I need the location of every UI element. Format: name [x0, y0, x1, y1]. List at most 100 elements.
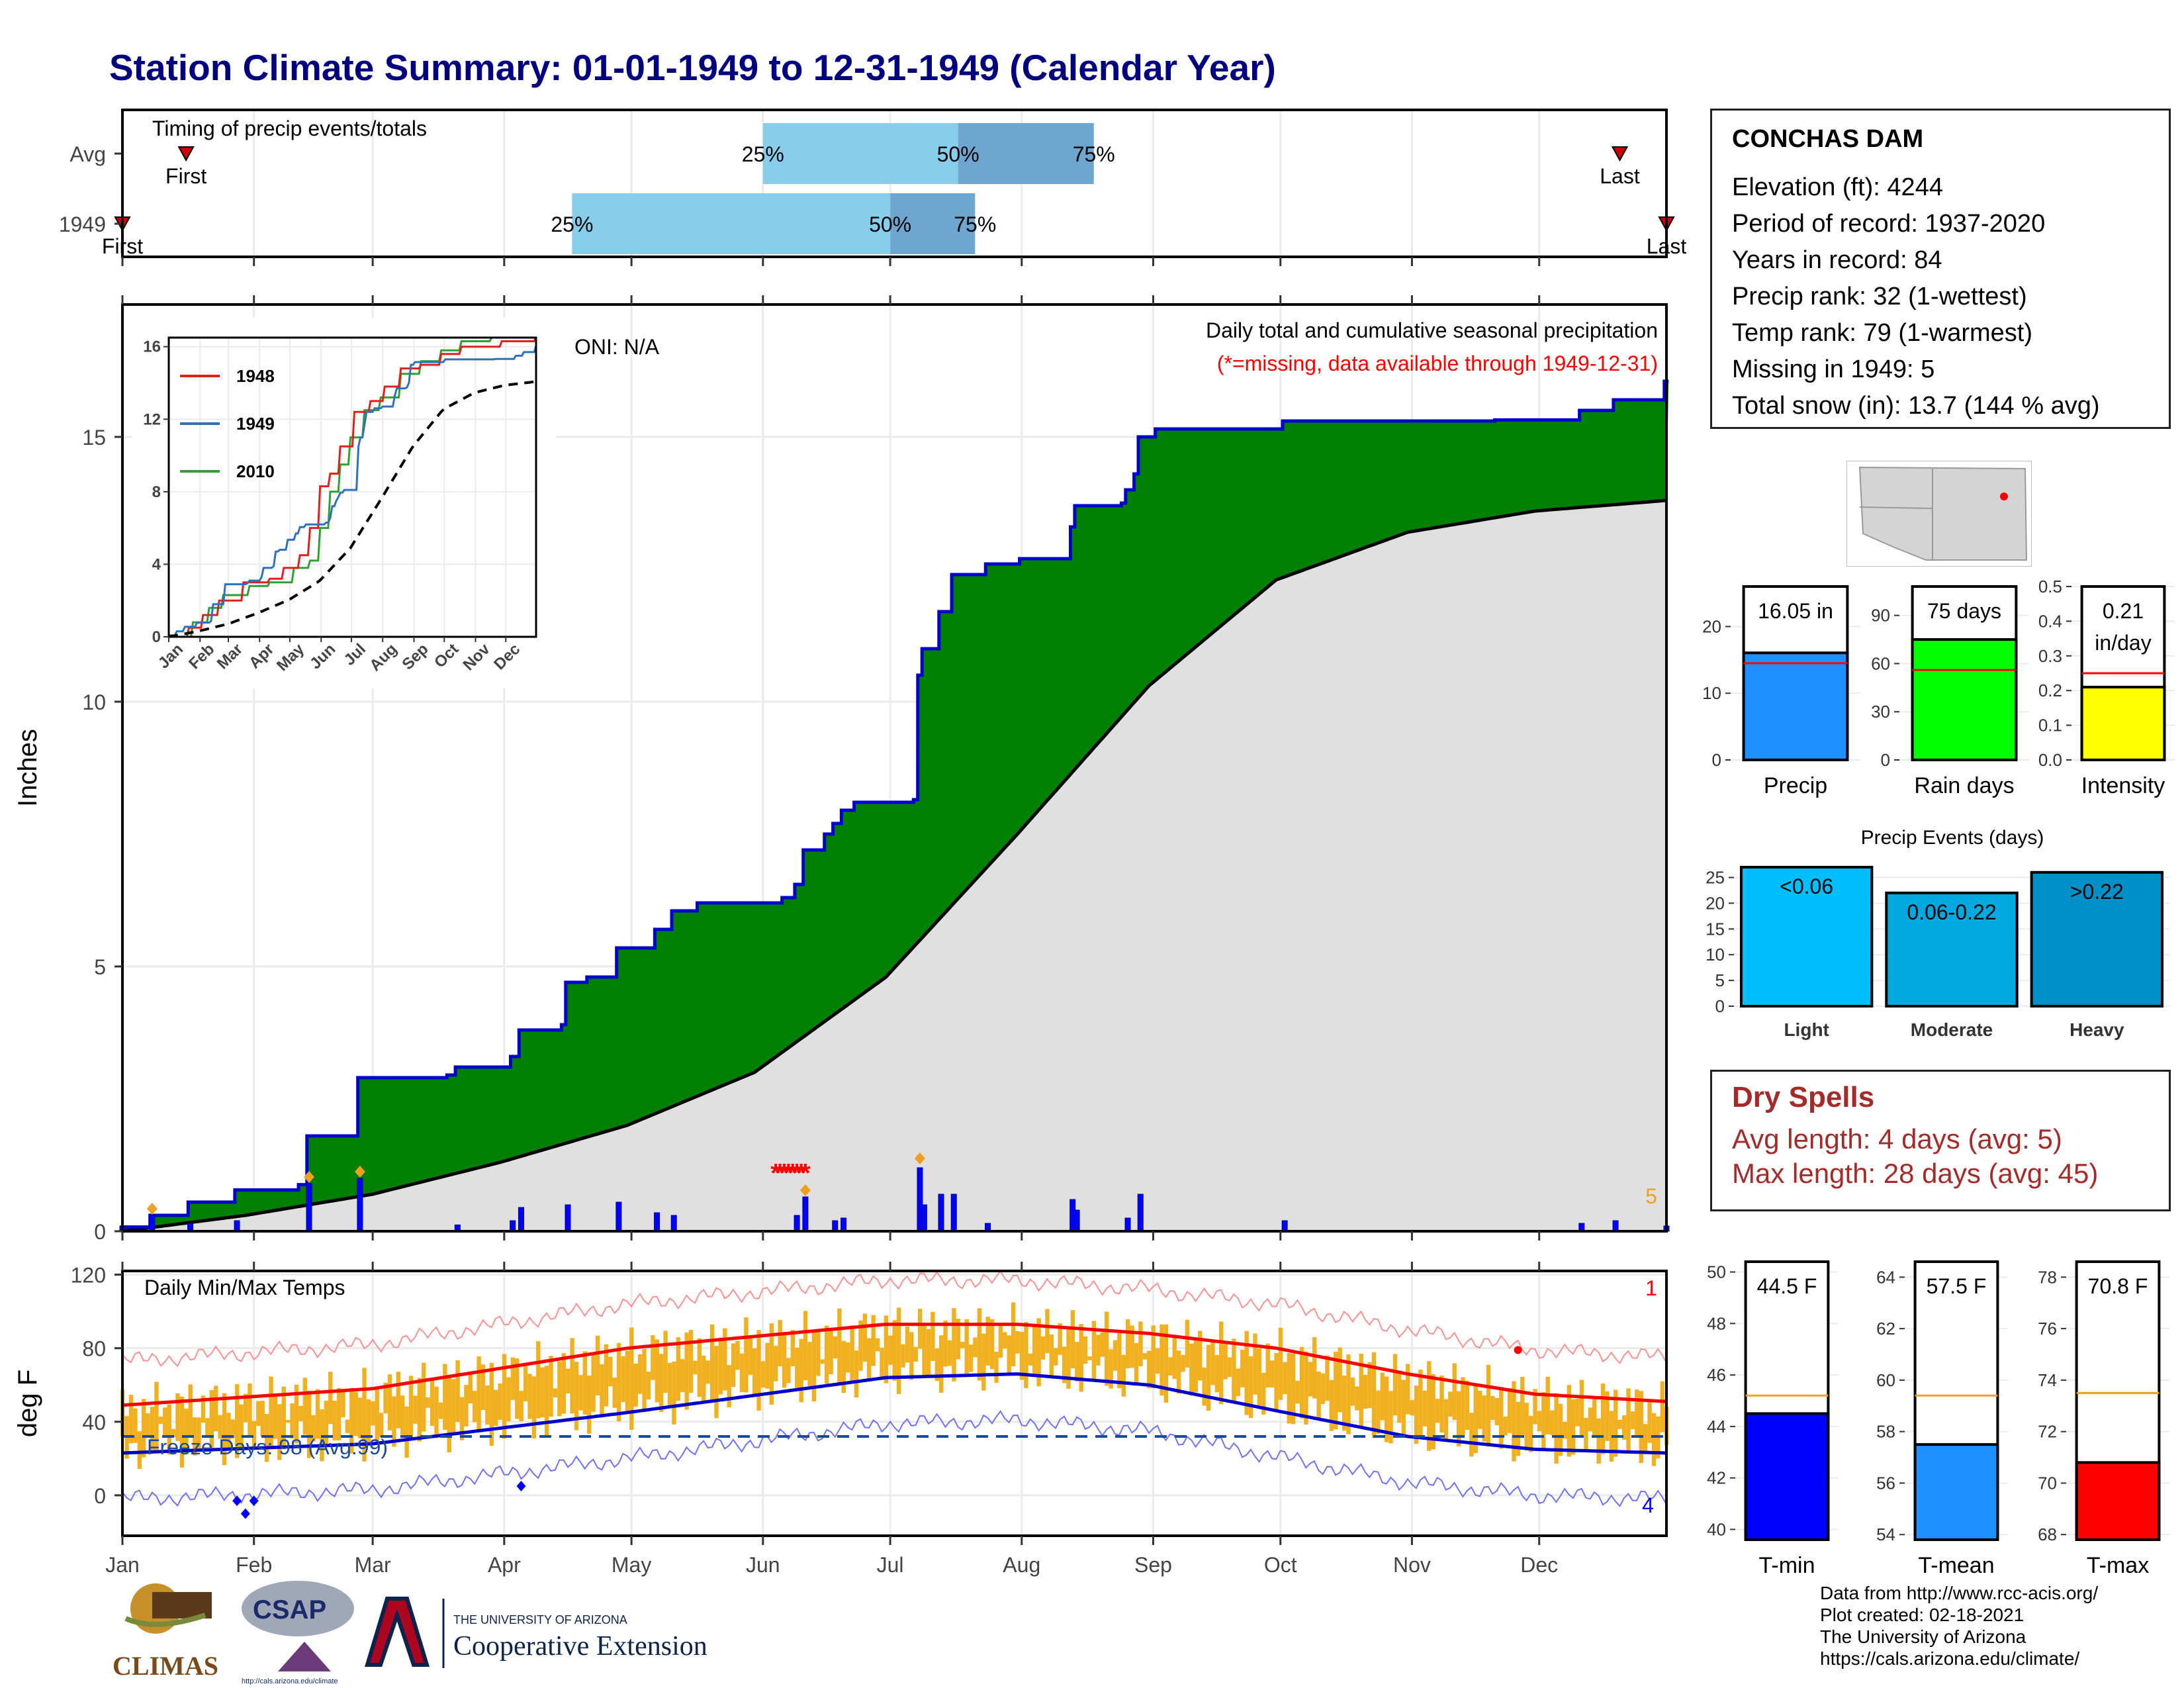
temp-daily-bar — [931, 1311, 935, 1362]
precip-avg-area — [122, 500, 1666, 1231]
temp-daily-bar — [1334, 1352, 1338, 1430]
temp-daily-bar — [1117, 1333, 1122, 1389]
temp-record-low-count: 4 — [1642, 1493, 1654, 1517]
temp-daily-bar — [723, 1328, 727, 1391]
precip-summary-y-label: 0 — [1712, 750, 1721, 770]
temp-daily-bar — [964, 1319, 969, 1374]
temp-daily-bar — [981, 1333, 986, 1391]
inset-y-label: 4 — [152, 555, 161, 573]
temp-daily-bar — [485, 1385, 490, 1425]
temp-daily-bar — [285, 1420, 291, 1423]
temp-daily-bar — [408, 1376, 414, 1440]
temp-avg-max — [122, 1323, 1667, 1407]
tmax-summary-y-label: 70 — [2038, 1473, 2057, 1493]
temp-daily-bar — [1160, 1324, 1164, 1396]
temp-daily-bar — [1473, 1383, 1478, 1454]
temp-daily-bar — [884, 1315, 889, 1383]
temp-daily-bar — [1308, 1362, 1313, 1397]
precip-daily-bar — [921, 1204, 927, 1232]
temp-daily-bar — [1346, 1354, 1351, 1434]
station-snow: Total snow (in): 13.7 (144 % avg) — [1732, 392, 2100, 420]
temp-y-label: 40 — [82, 1411, 106, 1434]
temp-daily-bar — [375, 1386, 379, 1443]
temp-daily-bar — [684, 1332, 689, 1410]
tmin-summary-y-label: 48 — [1707, 1313, 1726, 1333]
temp-daily-bar — [434, 1386, 439, 1438]
temp-record-high-marker — [1514, 1346, 1522, 1354]
ua-logo: THE UNIVERSITY OF ARIZONA Cooperative Ex… — [364, 1597, 707, 1668]
intensity-summary-value-label: 0.21 — [2103, 599, 2144, 623]
temp-daily-bar — [1384, 1376, 1389, 1442]
temp-daily-bar — [298, 1405, 303, 1421]
temp-daily-bar — [1486, 1364, 1491, 1447]
tmax-summary-y-label: 68 — [2038, 1524, 2057, 1544]
temp-daily-bar — [1091, 1321, 1097, 1380]
temp-daily-bar — [142, 1399, 146, 1458]
temp-daily-bar — [922, 1324, 927, 1376]
precip-oni: ONI: N/A — [574, 335, 660, 359]
temp-daily-bar — [587, 1376, 592, 1434]
temp-daily-bar — [612, 1378, 617, 1408]
precip-y-label: 5 — [94, 955, 106, 979]
timing-panel-border — [121, 109, 1668, 258]
temp-daily-bar — [1142, 1353, 1148, 1360]
temp-daily-bar — [214, 1385, 218, 1432]
temp-daily-bar — [294, 1384, 299, 1444]
temp-daily-bar — [926, 1329, 931, 1378]
station-missing: Missing in 1949: 5 — [1732, 355, 1935, 383]
temp-daily-bar — [1147, 1350, 1152, 1389]
temp-daily-bar — [197, 1417, 201, 1450]
tmean-summary-value-label: 57.5 F — [1927, 1274, 1987, 1298]
temp-daily-bar — [1024, 1321, 1028, 1389]
temp-daily-bar — [1431, 1374, 1435, 1450]
temp-daily-bar — [527, 1374, 532, 1419]
dry-spells-title: Dry Spells — [1732, 1081, 1875, 1113]
temp-daily-bar — [642, 1348, 647, 1413]
temp-daily-bar — [1456, 1391, 1461, 1446]
temp-daily-bar — [1418, 1370, 1423, 1437]
temp-daily-bar — [565, 1368, 570, 1393]
credit-line: The University of Arizona — [1820, 1626, 2026, 1647]
inset-legend-label: 1949 — [236, 414, 275, 434]
temp-daily-bar — [1003, 1332, 1007, 1349]
temp-daily-bar — [209, 1389, 214, 1451]
temp-daily-bar — [260, 1401, 265, 1437]
events-x-label: Moderate — [1911, 1019, 1993, 1040]
temp-daily-bar — [1545, 1376, 1550, 1434]
temp-daily-bar — [171, 1429, 176, 1438]
temp-daily-bar — [871, 1315, 876, 1366]
temp-daily-bar — [858, 1320, 863, 1371]
timing-label-25: 25% — [742, 142, 784, 166]
temp-x-label: Aug — [1003, 1553, 1040, 1577]
temp-daily-bar — [760, 1361, 766, 1388]
temp-daily-bar — [1338, 1347, 1342, 1413]
temp-freeze-label: Freeze Days: 98 (Avg:99) — [147, 1435, 388, 1459]
events-bar-label: 0.06-0.22 — [1907, 900, 1996, 924]
temp-daily-bar — [179, 1396, 185, 1468]
temp-daily-bar — [1304, 1351, 1308, 1425]
temp-daily-bar — [888, 1335, 893, 1365]
temp-daily-bar — [646, 1372, 651, 1400]
temp-x-label: Oct — [1264, 1553, 1297, 1577]
temp-daily-bar — [1168, 1357, 1173, 1376]
temp-panel-border — [121, 1270, 1668, 1537]
precip-summary-x-label: Precip — [1764, 773, 1827, 798]
temp-daily-bar — [1507, 1387, 1512, 1433]
temp-daily-bar — [604, 1344, 609, 1407]
timing-first-label: First — [165, 164, 206, 188]
temp-daily-bar — [1621, 1415, 1627, 1440]
temp-daily-bar — [816, 1331, 821, 1376]
temp-daily-bar — [1516, 1401, 1521, 1456]
temp-daily-bar — [1291, 1353, 1296, 1425]
temp-daily-bar — [549, 1356, 553, 1417]
temp-daily-bar — [137, 1431, 142, 1470]
temp-x-label: Apr — [488, 1553, 521, 1577]
temp-daily-bar — [574, 1362, 579, 1430]
tmax-summary-y-label: 78 — [2038, 1267, 2057, 1287]
timing-label-75: 75% — [954, 212, 996, 236]
temp-daily-bar — [1579, 1380, 1584, 1435]
temp-daily-bar — [1592, 1397, 1597, 1436]
precip-snow-marker — [799, 1184, 811, 1196]
tmin-summary-y-label: 46 — [1707, 1365, 1726, 1385]
inset-border — [167, 336, 537, 638]
